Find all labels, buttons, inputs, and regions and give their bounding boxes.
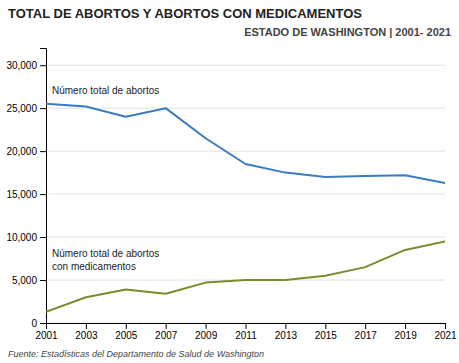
- x-tick-label: 2011: [235, 330, 257, 341]
- y-tick-mark: [40, 280, 46, 281]
- y-tick-mark: [40, 237, 46, 238]
- grid-line: [46, 65, 445, 66]
- grid: [46, 65, 445, 323]
- line-label: Número total de abortos: [52, 248, 159, 259]
- y-tick: 5,000: [12, 275, 46, 286]
- y-axis: 0 5,000 10,000 15,000 20,000 25,000 30,000: [6, 49, 46, 329]
- y-tick-mark: [40, 151, 46, 152]
- grid-line: [46, 108, 445, 109]
- x-tick-mark: [86, 323, 87, 329]
- x-tick-label: 2001: [35, 330, 58, 341]
- y-tick-mark: [40, 194, 46, 195]
- y-axis-line: [40, 49, 47, 324]
- x-tick-label: 2005: [115, 330, 138, 341]
- grid-line: [46, 151, 445, 152]
- y-tick-label: 0: [31, 318, 37, 329]
- y-tick: 25,000: [6, 103, 46, 114]
- y-tick-label: 5,000: [12, 275, 37, 286]
- x-tick-mark: [405, 323, 406, 329]
- x-tick-label: 2017: [355, 330, 378, 341]
- annotations: Número total de abortos Número total de a…: [52, 85, 159, 272]
- series-line: [46, 104, 445, 183]
- x-tick: 2005: [115, 323, 138, 341]
- y-tick-mark: [40, 323, 46, 324]
- series-line: [46, 241, 445, 311]
- x-tick-mark: [246, 323, 247, 329]
- grid-line: [46, 237, 445, 238]
- x-tick-mark: [445, 323, 446, 329]
- x-tick-mark: [325, 323, 326, 329]
- x-tick-label: 2009: [195, 330, 218, 341]
- y-tick-mark: [40, 65, 46, 66]
- y-tick-label: 20,000: [6, 146, 37, 157]
- x-tick: 2017: [355, 323, 378, 341]
- x-tick-label: 2003: [75, 330, 98, 341]
- x-tick: 2009: [195, 323, 218, 341]
- y-tick-label: 15,000: [6, 189, 37, 200]
- x-tick-label: 2015: [315, 330, 338, 341]
- x-tick: 2007: [155, 323, 178, 341]
- y-tick-label: 30,000: [6, 60, 37, 71]
- line-label: Número total de abortos: [52, 85, 159, 96]
- x-tick-label: 2019: [394, 330, 417, 341]
- x-axis: 2001 2003 2005 2007 2009 2011 2013 2015 2017 2019…: [35, 323, 457, 341]
- lines: [46, 104, 445, 312]
- x-tick-label: 2007: [155, 330, 178, 341]
- y-tick: 30,000: [6, 60, 46, 71]
- source-note: Fuente: Estadísticas del Departamento de…: [8, 349, 264, 359]
- y-tick: 10,000: [6, 232, 46, 243]
- x-tick-label: 2013: [275, 330, 298, 341]
- y-tick-label: 10,000: [6, 232, 37, 243]
- x-tick-mark: [166, 323, 167, 329]
- x-tick: 2021: [434, 323, 457, 341]
- x-tick: 2013: [275, 323, 298, 341]
- x-tick: 2015: [315, 323, 338, 341]
- y-tick: 0: [31, 318, 46, 329]
- x-tick-mark: [285, 323, 286, 329]
- x-tick: 2011: [235, 323, 257, 341]
- x-axis-line: [47, 324, 446, 330]
- x-tick: 2019: [394, 323, 417, 341]
- x-tick: 2001: [35, 323, 58, 341]
- y-tick-label: 25,000: [6, 103, 37, 114]
- line-label: con medicamentos: [52, 261, 136, 272]
- y-tick: 20,000: [6, 146, 46, 157]
- y-tick: 15,000: [6, 189, 46, 200]
- grid-line: [46, 194, 445, 195]
- plot: 0 5,000 10,000 15,000 20,000 25,000 30,000 2001…: [6, 49, 457, 342]
- x-tick-mark: [46, 323, 47, 329]
- x-tick-mark: [126, 323, 127, 329]
- chart: TOTAL DE ABORTOS Y ABORTOS CON MEDICAMEN…: [0, 0, 459, 363]
- x-tick: 2003: [75, 323, 98, 341]
- title: TOTAL DE ABORTOS Y ABORTOS CON MEDICAMEN…: [8, 6, 362, 21]
- x-tick-mark: [365, 323, 366, 329]
- y-tick-mark: [40, 108, 46, 109]
- subtitle: ESTADO DE WASHINGTON | 2001- 2021: [244, 26, 451, 38]
- x-tick-label: 2021: [434, 330, 457, 341]
- x-tick-mark: [206, 323, 207, 329]
